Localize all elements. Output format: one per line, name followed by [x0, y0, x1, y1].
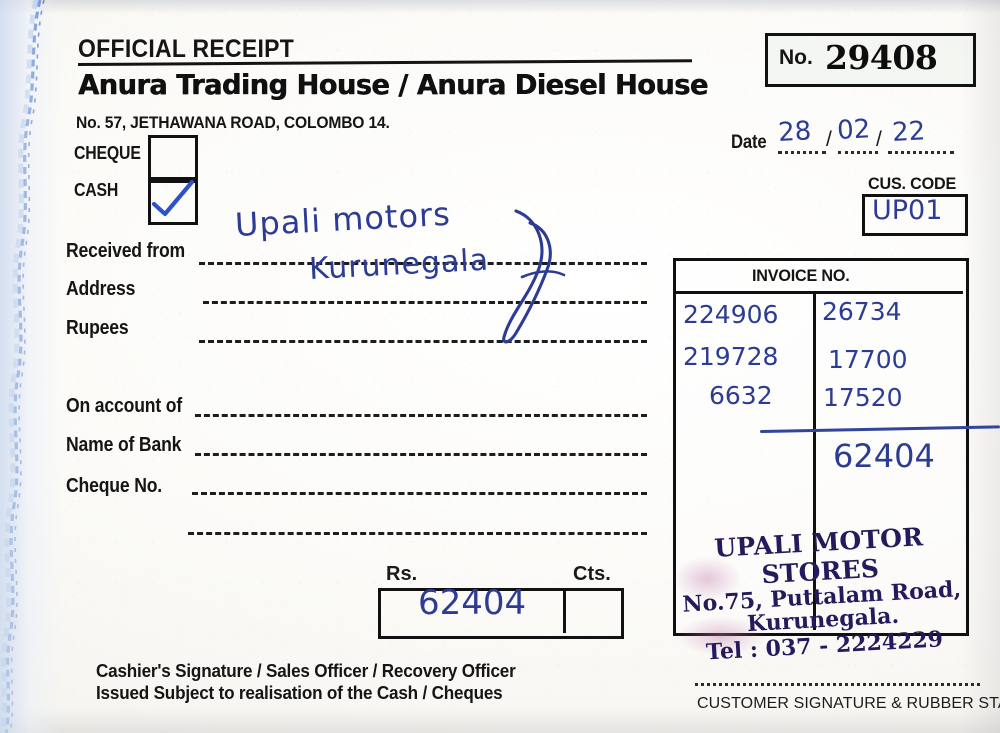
- invoice-number-left-1: 224906: [683, 300, 779, 329]
- receipt-number-value: 29408: [825, 38, 938, 77]
- address-label: Address: [66, 278, 136, 300]
- rupees-input-line[interactable]: [199, 340, 647, 343]
- customer-signature-line[interactable]: [695, 683, 980, 686]
- amount-rupees-value: 62404: [418, 583, 527, 623]
- date-month-line: [838, 151, 878, 154]
- invoice-number-table: [673, 258, 969, 636]
- checkmark-icon: [151, 180, 194, 217]
- invoice-number-left-2: 219728: [683, 342, 779, 371]
- address-input-line[interactable]: [203, 301, 647, 304]
- cheque-checkbox[interactable]: [148, 135, 198, 183]
- received-from-input-line[interactable]: [199, 262, 647, 265]
- received-from-label: Received from: [66, 240, 186, 262]
- name-of-bank-input-line[interactable]: [195, 453, 647, 456]
- cheque-no-label: Cheque No.: [66, 475, 163, 497]
- scan-shadow-bottom: [0, 707, 1000, 733]
- date-label: Date: [731, 132, 767, 153]
- receipt-number-label: No.: [779, 46, 813, 69]
- date-separator-2: /: [876, 128, 882, 151]
- customer-code-value: UP01: [872, 195, 943, 226]
- on-account-of-label: On account of: [66, 395, 183, 417]
- scan-shadow-top: [0, 0, 1000, 14]
- amount-box-divider: [563, 588, 566, 633]
- cashier-signature-note: Cashier's Signature / Sales Officer / Re…: [96, 661, 516, 681]
- date-year-value: 22: [891, 116, 927, 148]
- invoice-number-right-2: 17700: [828, 345, 908, 374]
- signature-flourish-icon: [502, 209, 566, 344]
- cheque-option-label: CHEQUE: [74, 143, 141, 163]
- document-type-title: OFFICIAL RECEIPT: [78, 35, 295, 63]
- invoice-number-right-3: 17520: [823, 383, 903, 412]
- receipt-number-box: [765, 33, 976, 87]
- company-address: No. 57, JETHAWANA ROAD, COLOMBO 14.: [76, 113, 390, 132]
- cash-option-label: CASH: [74, 180, 119, 200]
- cash-checkbox[interactable]: [148, 177, 198, 225]
- date-day-line: [778, 151, 826, 154]
- invoice-number-right-1: 26734: [822, 297, 902, 326]
- invoice-table-column-divider: [813, 294, 816, 630]
- realisation-note: Issued Subject to realisation of the Cas…: [96, 683, 503, 703]
- on-account-of-input-line[interactable]: [195, 414, 647, 417]
- name-of-bank-label: Name of Bank: [66, 434, 182, 456]
- invoice-number-left-3: 6632: [709, 381, 773, 410]
- date-month-value: 02: [836, 114, 872, 146]
- rupees-label: Rupees: [66, 317, 129, 339]
- customer-code-box: [862, 194, 968, 236]
- date-day-value: 28: [777, 116, 813, 148]
- invoice-table-header-rule: [673, 291, 963, 294]
- additional-input-line[interactable]: [188, 532, 647, 535]
- amount-box: [378, 588, 624, 639]
- customer-signature-label: CUSTOMER SIGNATURE & RUBBER STAMP: [697, 695, 1000, 712]
- cents-amount-label: Cts.: [573, 563, 611, 585]
- invoice-table-title: INVOICE NO.: [752, 266, 850, 285]
- cheque-no-input-line[interactable]: [192, 492, 647, 495]
- date-year-line: [888, 151, 954, 154]
- invoice-total-value: 62404: [833, 437, 935, 475]
- date-separator-1: /: [826, 128, 832, 151]
- customer-code-label: CUS. CODE: [868, 174, 957, 193]
- rupees-amount-label: Rs.: [386, 563, 418, 585]
- supplier-rubber-stamp: UPALI MOTOR STORES No.75, Puttalam Road,…: [673, 520, 969, 665]
- company-name: Anura Trading House / Anura Diesel House: [78, 68, 708, 101]
